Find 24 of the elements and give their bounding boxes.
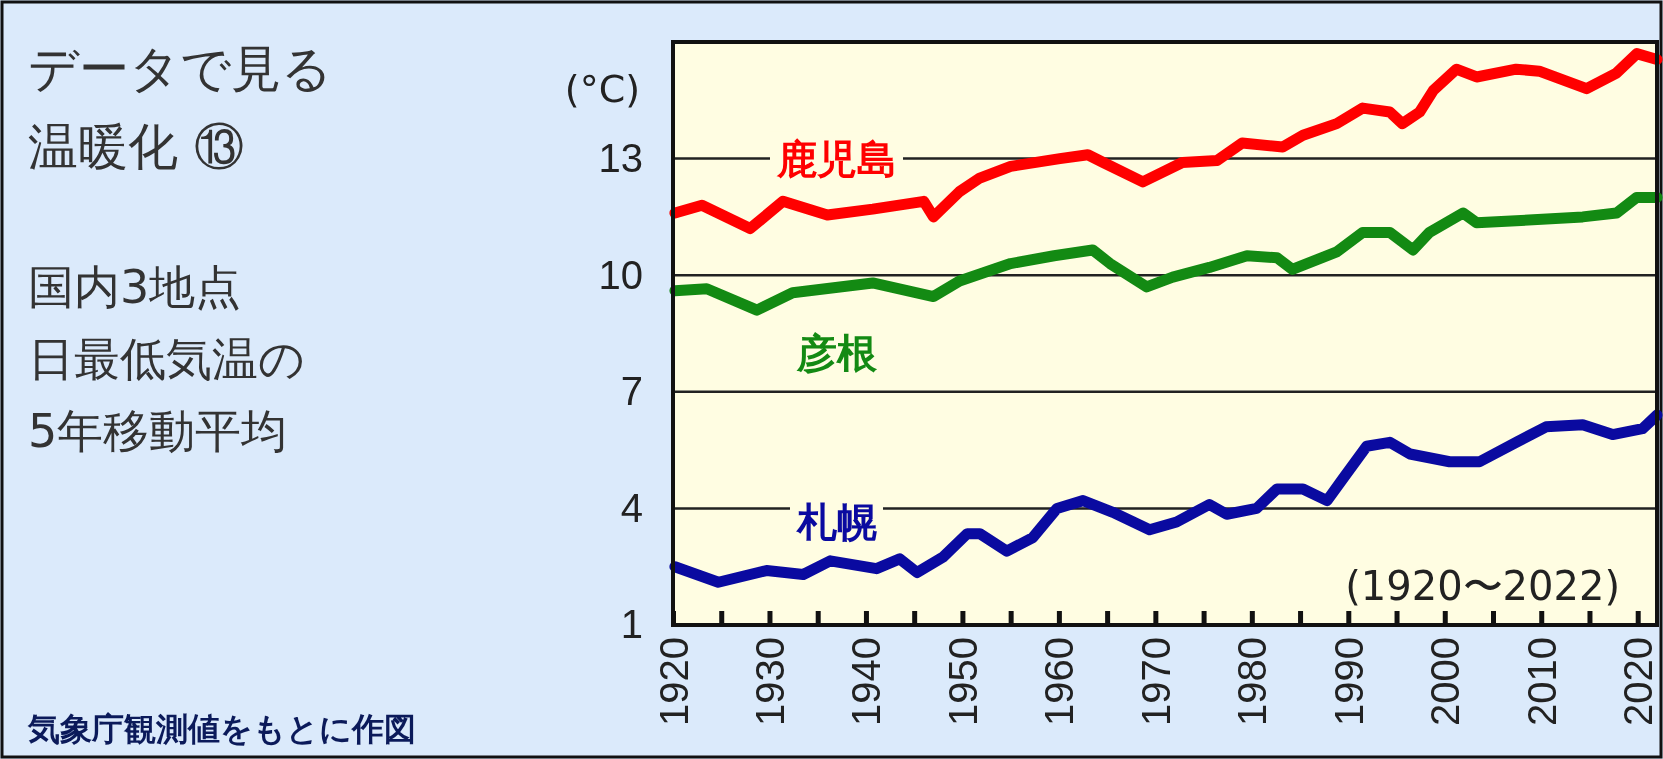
x-tick-label: 1990 — [1326, 637, 1371, 726]
x-tick-label: 1950 — [940, 637, 985, 726]
series-label: 彦根 — [796, 329, 878, 376]
text: データで見る温暖化 ⑬ — [28, 40, 332, 176]
x-tick-label: 1970 — [1133, 637, 1178, 726]
series-label: 札幌 — [796, 499, 877, 545]
y-axis-title: (°C) — [564, 67, 640, 111]
x-tick-label: 2020 — [1616, 637, 1661, 726]
annotation: (1920〜2022) — [1345, 563, 1620, 609]
y-tick-label: 13 — [598, 135, 643, 180]
x-tick-label: 1960 — [1037, 637, 1082, 726]
x-tick-label: 2000 — [1423, 637, 1468, 726]
x-tick-label: 2010 — [1519, 637, 1564, 726]
text: 国内3地点日最低気温の5年移動平均 — [28, 260, 305, 458]
y-tick-label: 1 — [620, 602, 643, 647]
series-label: 鹿児島 — [776, 135, 897, 182]
x-tick-label: 1930 — [747, 637, 792, 726]
y-tick-label: 4 — [620, 485, 643, 530]
y-tick-label: 7 — [620, 369, 643, 414]
x-tick-label: 1980 — [1230, 637, 1275, 726]
x-tick-label: 1940 — [844, 637, 889, 726]
y-tick-label: 10 — [598, 252, 643, 297]
x-tick-label: 1920 — [651, 637, 696, 726]
text: 気象庁観測値をもとに作図 — [27, 710, 416, 748]
